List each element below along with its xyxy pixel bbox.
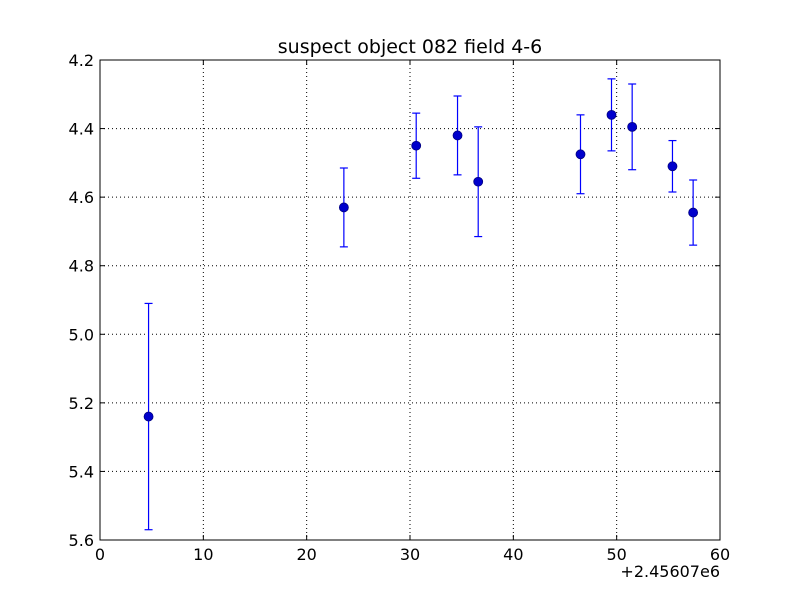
- x-tick-label: 10: [193, 545, 213, 564]
- x-tick-label: 60: [710, 545, 730, 564]
- y-tick-label: 5.0: [69, 325, 94, 344]
- data-point-group: [606, 78, 617, 152]
- x-tick-label: 20: [296, 545, 316, 564]
- x-tick-label: 0: [95, 545, 105, 564]
- x-tick-label: 40: [503, 545, 523, 564]
- data-points: [143, 78, 699, 531]
- data-point-group: [688, 179, 699, 246]
- y-tick-label: 4.6: [69, 188, 94, 207]
- data-point: [143, 411, 154, 422]
- data-point: [667, 161, 678, 172]
- x-tick-label: 30: [400, 545, 420, 564]
- data-point: [452, 130, 463, 141]
- data-point: [411, 140, 422, 151]
- y-tick-label: 5.6: [69, 531, 94, 550]
- y-tick-label: 5.4: [69, 462, 94, 481]
- plot-frame: [99, 59, 721, 541]
- y-tick-label: 5.2: [69, 394, 94, 413]
- data-point-group: [667, 139, 678, 193]
- chart-title: suspect object 082 field 4-6: [278, 36, 543, 58]
- data-point: [688, 207, 699, 218]
- data-point: [606, 109, 617, 120]
- data-point-group: [575, 114, 586, 195]
- y-tick-label: 4.2: [69, 51, 94, 70]
- data-point: [338, 202, 349, 213]
- data-point-group: [143, 302, 154, 531]
- x-offset-label: +2.45607e6: [620, 562, 720, 581]
- data-point-group: [411, 112, 422, 179]
- data-point-group: [338, 167, 349, 248]
- axis-ticks: 0 10 20 30 40 50 60 4.2 4.4 4.6 4.8 5.0 5.2 5.4 5.6: [69, 51, 731, 564]
- y-tick-label: 4.8: [69, 257, 94, 276]
- grid: [100, 60, 720, 540]
- data-point-group: [627, 83, 638, 171]
- data-point: [575, 149, 586, 160]
- y-tick-label: 4.4: [69, 120, 94, 139]
- data-point-group: [452, 95, 463, 176]
- data-point: [473, 176, 484, 187]
- data-point-group: [473, 126, 484, 238]
- data-point: [627, 121, 638, 132]
- x-tick-label: 50: [606, 545, 626, 564]
